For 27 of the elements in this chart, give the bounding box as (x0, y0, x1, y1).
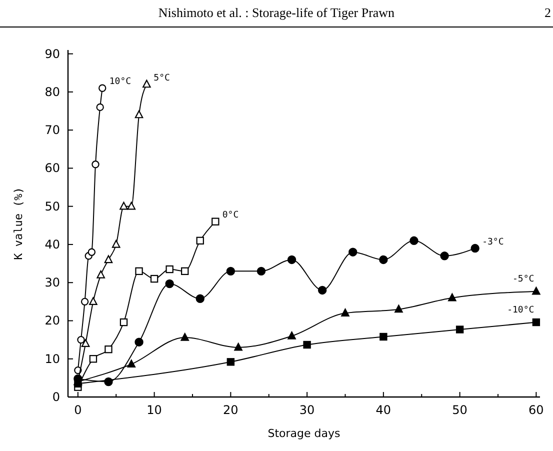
x-tick-label: 20 (223, 403, 238, 417)
text: 2 (544, 5, 551, 20)
y-tick-label: 80 (44, 84, 60, 99)
y-tick-label: 0 (52, 390, 60, 404)
series-label: -5°C (512, 274, 534, 284)
y-tick-label: 40 (44, 237, 60, 252)
x-tick-label: 30 (299, 403, 315, 417)
x-tick-label: 10 (146, 403, 162, 417)
series-label: 5°C (154, 73, 170, 84)
y-tick-label: 50 (44, 199, 60, 214)
series-label: -3°C (482, 237, 504, 248)
y-tick-label: 90 (44, 46, 60, 61)
x-axis-title: Storage days (268, 427, 341, 440)
x-tick-label: 50 (452, 403, 468, 417)
x-tick-label: 0 (74, 403, 82, 417)
y-tick-label: 20 (44, 314, 60, 328)
y-tick-label: 10 (44, 352, 60, 366)
y-tick-label: 60 (44, 161, 60, 176)
y-tick-label: 70 (44, 123, 60, 138)
series-label: 0°C (222, 210, 239, 221)
series-label: 10°C (109, 77, 132, 88)
series-label: -10°C (507, 305, 534, 316)
x-tick-label: 60 (528, 403, 544, 417)
x-tick-label: 40 (376, 403, 392, 417)
y-tick-label: 30 (44, 276, 60, 290)
y-axis-title: K value (%) (12, 187, 25, 260)
chart-title: Nishimoto et al. : Storage-life of Tiger Prawn (158, 5, 396, 20)
